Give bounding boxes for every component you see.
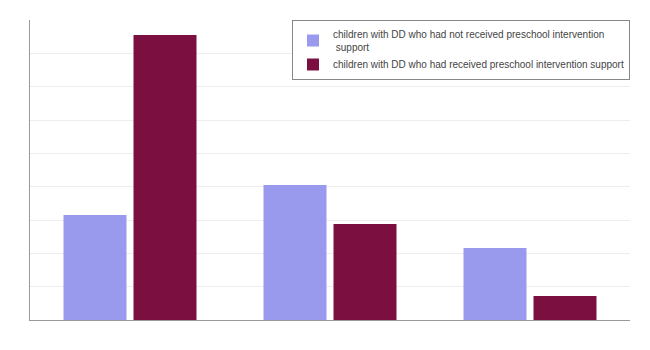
svg-text:children with DD who had recei: children with DD who had received presch… [333,59,624,70]
svg-text:children with DD who had not r: children with DD who had not received pr… [333,29,604,53]
